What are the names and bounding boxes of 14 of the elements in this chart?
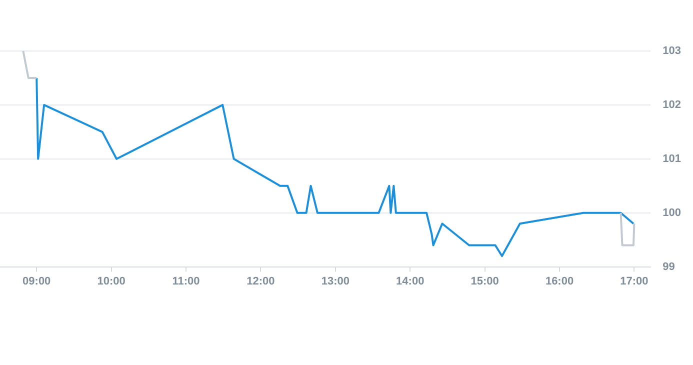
x-tick-label: 17:00 — [620, 275, 648, 288]
x-tick-label: 13:00 — [321, 275, 350, 288]
y-tick-label: 102 — [662, 98, 682, 111]
y-tick-label: 103 — [662, 45, 682, 58]
x-tick-label: 12:00 — [246, 275, 275, 288]
x-tick-label: 14:00 — [396, 275, 424, 288]
x-tick-label: 15:00 — [470, 275, 499, 288]
y-tick-label: 100 — [662, 206, 682, 219]
x-tick-label: 11:00 — [172, 275, 200, 288]
x-tick-label: 10:00 — [97, 275, 126, 288]
y-tick-label: 99 — [662, 260, 675, 273]
x-tick-label: 09:00 — [22, 275, 51, 288]
y-tick-label: 101 — [662, 152, 682, 165]
x-tick-label: 16:00 — [545, 275, 574, 288]
